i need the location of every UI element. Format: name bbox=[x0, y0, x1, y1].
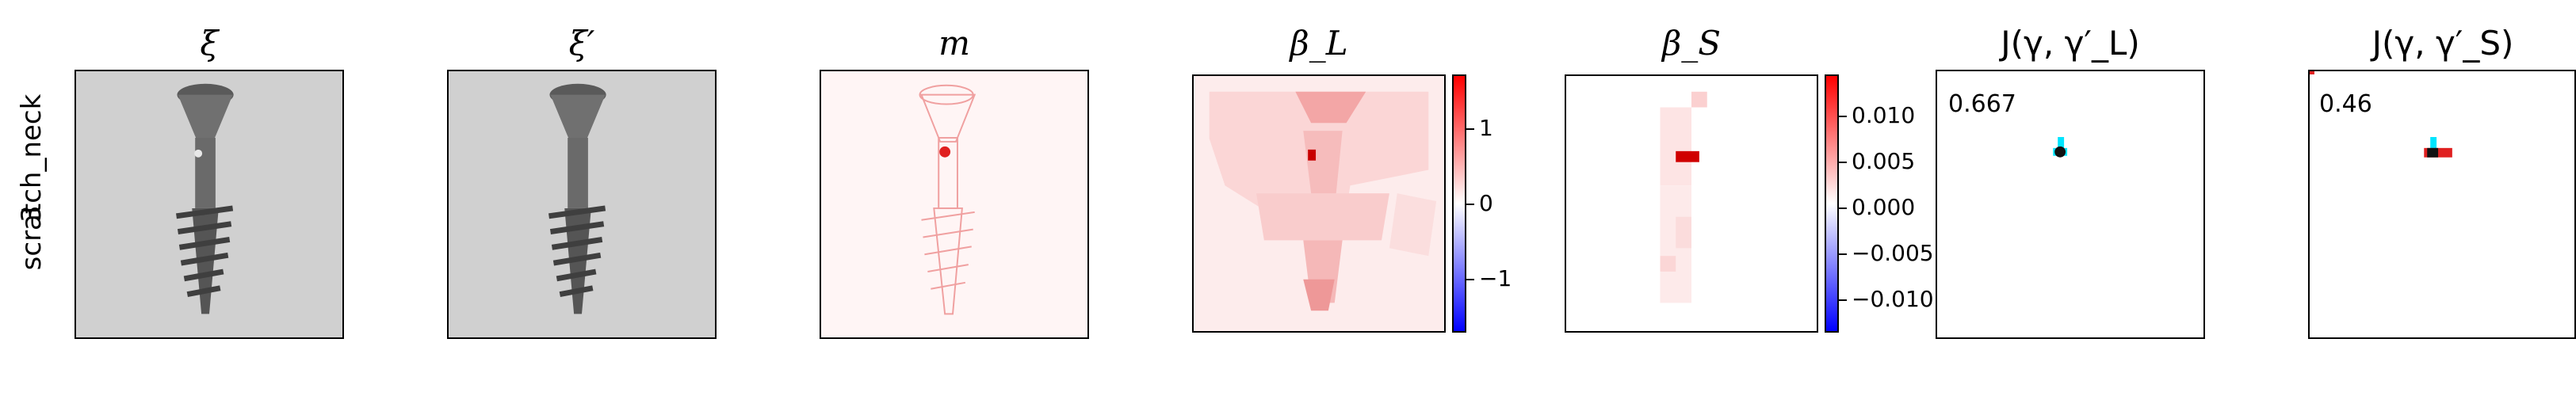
row-label-line2: 3 bbox=[16, 205, 48, 223]
jaccard-s-overlay bbox=[2310, 71, 2574, 337]
beta-s-peak bbox=[1676, 150, 1699, 162]
overlay-red-mark bbox=[2424, 147, 2452, 158]
cb-s-tickmark bbox=[1839, 299, 1847, 301]
anomaly-spot bbox=[939, 146, 951, 158]
panel-j-l-overlay bbox=[1936, 70, 2205, 339]
panel-title-m: m bbox=[938, 24, 970, 63]
colorbar-beta-s bbox=[1825, 74, 1839, 333]
score-j-s: 0.46 bbox=[2319, 90, 2372, 118]
panel-title-beta-s: β_S bbox=[1661, 24, 1722, 63]
screw-threads bbox=[548, 205, 606, 298]
cb-l-tickmark bbox=[1466, 128, 1474, 130]
cb-s-tickmark bbox=[1839, 116, 1847, 117]
screw-shape bbox=[548, 83, 606, 314]
cb-s-tick-2: 0.000 bbox=[1852, 194, 1916, 220]
cb-l-tick-1: 1 bbox=[1479, 115, 1493, 141]
panel-j-s-overlay bbox=[2308, 70, 2576, 339]
cb-s-tick-0: 0.010 bbox=[1852, 102, 1916, 128]
panel-xi-image bbox=[75, 70, 344, 339]
panel-title-j-l: J(γ, γ′_L) bbox=[2001, 24, 2140, 63]
score-j-l: 0.667 bbox=[1948, 90, 2016, 118]
overlay-red-corner bbox=[2310, 71, 2314, 74]
panel-title-j-s: J(γ, γ′_S) bbox=[2372, 24, 2514, 63]
cb-l-tick-0: 0 bbox=[1479, 190, 1493, 216]
panel-title-xi-prime: ξ′ bbox=[568, 24, 595, 63]
screw-threads bbox=[176, 205, 234, 298]
beta-l-peak bbox=[1308, 149, 1317, 161]
cb-s-tickmark bbox=[1839, 208, 1847, 209]
screw-image-reconstruction bbox=[449, 71, 715, 337]
beta-l-segments bbox=[1209, 91, 1437, 311]
jaccard-l-overlay bbox=[1937, 71, 2203, 337]
panel-title-xi: ξ bbox=[200, 24, 219, 63]
colorbar-beta-l bbox=[1452, 74, 1466, 333]
beta-l-heatmap bbox=[1194, 76, 1444, 331]
panel-m-map bbox=[820, 70, 1089, 339]
screw-shape bbox=[176, 83, 234, 314]
overlay-gt-mark bbox=[2427, 147, 2439, 158]
panel-xi-prime-image bbox=[447, 70, 717, 339]
cb-l-tick-neg1: −1 bbox=[1479, 265, 1512, 291]
beta-s-heatmap bbox=[1566, 76, 1817, 331]
panel-beta-l-map bbox=[1192, 74, 1446, 333]
panel-beta-s-map bbox=[1565, 74, 1818, 333]
panel-title-beta-l: β_L bbox=[1290, 24, 1348, 63]
difference-outline bbox=[919, 84, 977, 315]
cb-s-tick-1: 0.005 bbox=[1852, 148, 1916, 174]
cb-s-tick-4: −0.010 bbox=[1852, 286, 1934, 312]
screw-image-original bbox=[76, 71, 342, 337]
row-label: scratch_neck 3 bbox=[0, 71, 63, 341]
cb-s-tick-3: −0.005 bbox=[1852, 240, 1934, 266]
cb-s-tickmark bbox=[1839, 162, 1847, 163]
cb-s-tickmark bbox=[1839, 253, 1847, 255]
overlay-gt-mark bbox=[2054, 146, 2066, 158]
difference-map bbox=[821, 71, 1087, 337]
cb-l-tickmark bbox=[1466, 279, 1474, 280]
cb-l-tickmark bbox=[1466, 204, 1474, 205]
overlay-cyan-mark bbox=[2058, 137, 2065, 151]
overlay-cyan-mark bbox=[2430, 137, 2437, 150]
beta-s-cells bbox=[1660, 91, 1707, 303]
